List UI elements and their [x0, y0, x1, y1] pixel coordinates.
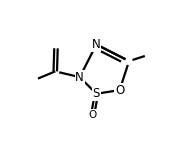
Text: N: N [92, 38, 101, 51]
Text: S: S [93, 87, 100, 100]
Text: O: O [115, 84, 124, 97]
Text: N: N [75, 71, 84, 84]
Text: O: O [89, 110, 97, 120]
